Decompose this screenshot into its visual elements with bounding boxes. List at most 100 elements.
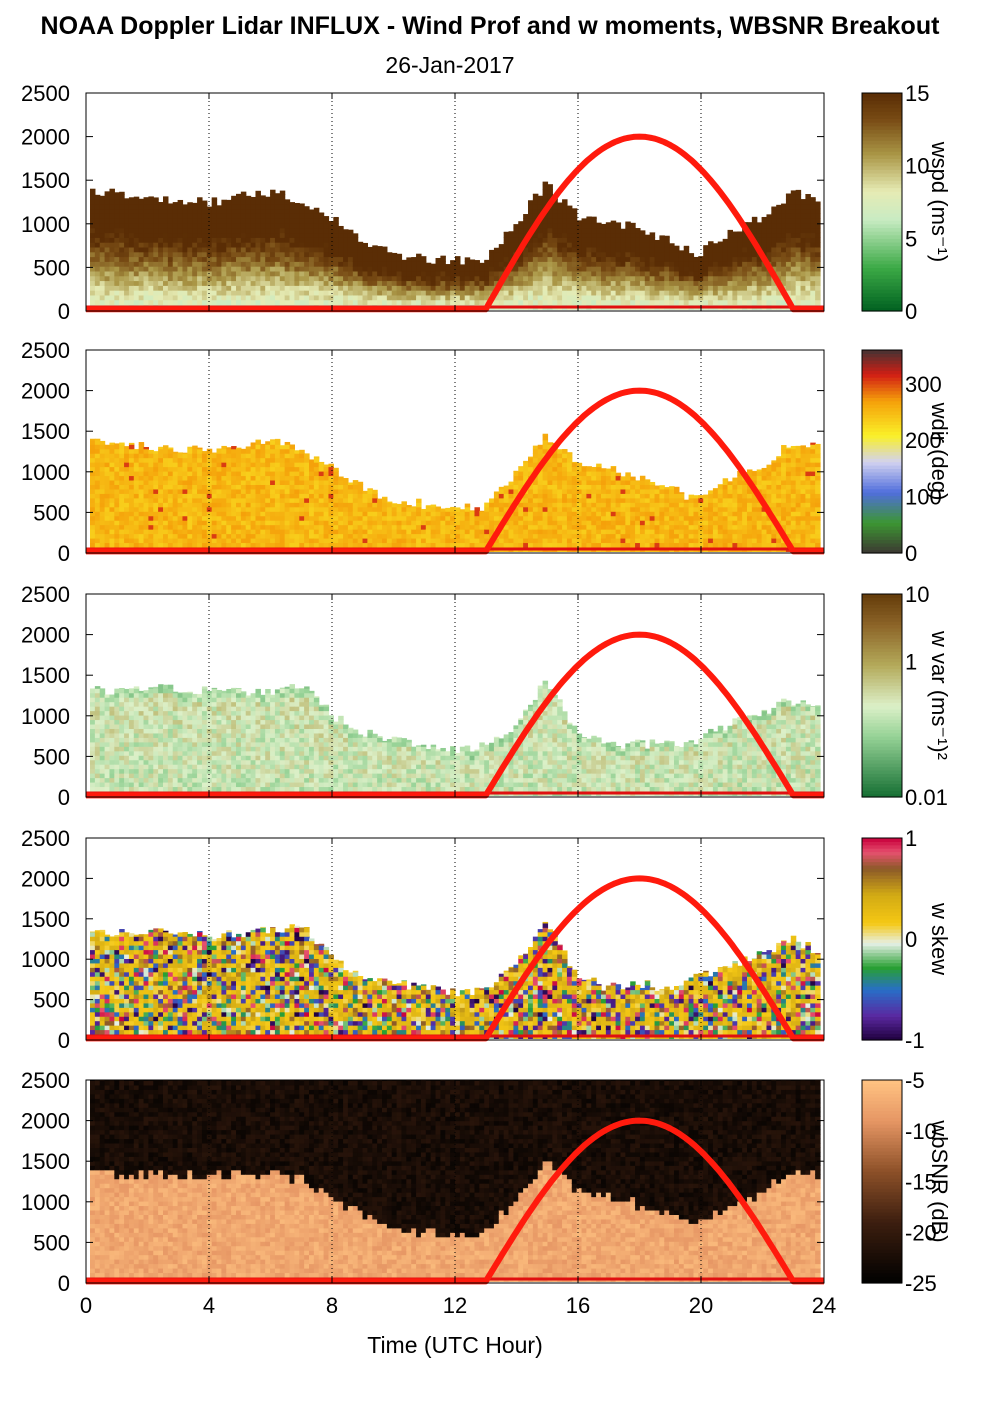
heatmap-cell bbox=[800, 242, 806, 248]
heatmap-cell bbox=[158, 299, 164, 306]
heatmap-cell bbox=[406, 294, 412, 301]
heatmap-cell bbox=[338, 294, 344, 301]
heatmap-cell bbox=[430, 529, 437, 535]
heatmap-cell bbox=[498, 299, 505, 306]
heatmap-cell bbox=[255, 270, 261, 277]
heatmap-cell bbox=[416, 502, 422, 508]
heatmap-cell bbox=[601, 275, 607, 282]
heatmap-cell bbox=[284, 199, 291, 205]
heatmap-cell bbox=[187, 266, 193, 272]
heatmap-cell bbox=[357, 241, 364, 243]
heatmap-cell bbox=[411, 524, 417, 530]
heatmap-cell bbox=[440, 520, 446, 526]
heatmap-cell bbox=[732, 261, 738, 267]
heatmap-cell bbox=[163, 270, 169, 277]
heatmap-cell bbox=[109, 275, 115, 282]
heatmap-cell bbox=[177, 452, 184, 454]
heatmap-cell bbox=[250, 227, 257, 234]
heatmap-cell bbox=[601, 290, 607, 296]
heatmap-cell bbox=[255, 439, 261, 441]
heatmap-cell bbox=[109, 218, 115, 224]
heatmap-cell bbox=[182, 506, 188, 512]
heatmap-cell bbox=[810, 270, 816, 277]
heatmap-cell bbox=[231, 246, 237, 253]
heatmap-cell bbox=[386, 275, 393, 282]
heatmap-cell bbox=[693, 280, 699, 286]
heatmap-cell bbox=[104, 479, 111, 485]
heatmap-cell bbox=[318, 227, 325, 234]
heatmap-cell bbox=[810, 251, 816, 258]
heatmap-cell bbox=[294, 529, 300, 535]
heatmap-cell bbox=[265, 196, 271, 200]
heatmap-cell bbox=[518, 237, 524, 243]
heatmap-cell bbox=[508, 520, 514, 526]
heatmap-cell bbox=[508, 524, 514, 530]
heatmap-cell bbox=[284, 444, 291, 450]
heatmap-cell bbox=[717, 246, 724, 253]
heatmap-cell bbox=[776, 246, 782, 253]
heatmap-cell bbox=[255, 470, 261, 477]
heatmap-cell bbox=[128, 280, 135, 286]
heatmap-cell bbox=[265, 462, 271, 468]
heatmap-cell bbox=[177, 515, 184, 521]
heatmap-cell bbox=[566, 208, 573, 214]
heatmap-cell bbox=[172, 457, 179, 463]
heatmap-cell bbox=[790, 275, 797, 282]
heatmap-cell bbox=[576, 479, 583, 485]
heatmap-cell bbox=[435, 261, 441, 267]
heatmap-cell bbox=[99, 497, 106, 503]
heatmap-cell bbox=[270, 218, 276, 224]
heatmap-cell bbox=[153, 197, 159, 200]
heatmap-cell bbox=[683, 290, 690, 296]
heatmap-cell bbox=[90, 506, 96, 512]
heatmap-cell bbox=[576, 299, 583, 306]
heatmap-cell bbox=[396, 275, 403, 282]
heatmap-cell bbox=[119, 466, 125, 472]
heatmap-cell bbox=[552, 488, 558, 494]
heatmap-cell bbox=[557, 294, 563, 301]
heatmap-cell bbox=[153, 222, 159, 229]
heatmap-cell bbox=[309, 275, 315, 282]
heatmap-cell bbox=[119, 457, 125, 463]
heatmap-cell bbox=[586, 294, 592, 301]
heatmap-cell bbox=[119, 237, 125, 243]
heatmap-cell bbox=[270, 444, 276, 450]
heatmap-cell bbox=[596, 299, 602, 306]
heatmap-cell bbox=[231, 542, 237, 548]
heatmap-cell bbox=[119, 484, 125, 490]
heatmap-cell bbox=[163, 222, 169, 229]
heatmap-cell bbox=[347, 246, 354, 253]
heatmap-cell bbox=[187, 515, 193, 521]
heatmap-cell bbox=[109, 524, 115, 530]
heatmap-cell bbox=[518, 520, 524, 526]
heatmap-cell bbox=[659, 242, 665, 248]
heatmap-cell bbox=[562, 462, 568, 468]
heatmap-cell bbox=[698, 299, 704, 306]
heatmap-cell bbox=[635, 280, 641, 286]
heatmap-cell bbox=[245, 299, 252, 306]
heatmap-cell bbox=[445, 529, 451, 535]
heatmap-cell bbox=[255, 462, 261, 468]
heatmap-cell bbox=[703, 294, 709, 301]
heatmap-cell bbox=[333, 502, 339, 508]
heatmap-cell bbox=[313, 256, 320, 262]
heatmap-cell bbox=[386, 256, 393, 262]
heatmap-cell bbox=[274, 280, 281, 286]
heatmap-cell bbox=[167, 470, 174, 477]
heatmap-cell bbox=[566, 232, 573, 238]
heatmap-cell bbox=[187, 294, 193, 301]
heatmap-cell bbox=[571, 237, 578, 243]
heatmap-cell bbox=[450, 294, 456, 301]
heatmap-cell bbox=[416, 290, 422, 296]
heatmap-cell bbox=[581, 497, 587, 503]
heatmap-cell bbox=[459, 266, 466, 272]
heatmap-cell bbox=[206, 256, 213, 262]
heatmap-cell bbox=[182, 524, 188, 530]
heatmap-cell bbox=[304, 506, 310, 512]
heatmap-cell bbox=[712, 256, 719, 262]
heatmap-cell bbox=[255, 497, 261, 503]
heatmap-cell bbox=[610, 285, 617, 291]
heatmap-cell bbox=[109, 294, 115, 301]
heatmap-cell bbox=[372, 246, 378, 253]
heatmap-cell bbox=[318, 280, 325, 286]
